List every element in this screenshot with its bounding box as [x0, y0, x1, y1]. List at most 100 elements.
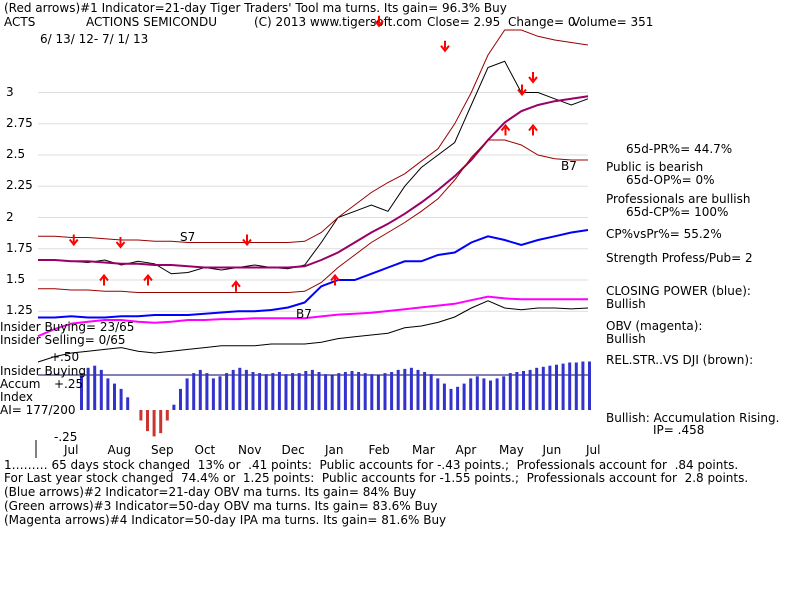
accum-bar	[502, 376, 506, 410]
y-tick-label: 1.75	[6, 240, 33, 255]
accum-bar	[337, 373, 341, 410]
series-50-day-ma	[38, 95, 589, 269]
accum-bar	[469, 378, 473, 410]
accum-bar	[271, 373, 275, 410]
accum-bar	[179, 388, 182, 410]
accum-bar	[106, 378, 110, 410]
accum-bar	[225, 373, 229, 410]
accum-bar	[403, 368, 407, 410]
accum-bar	[291, 373, 295, 410]
x-tick-label: Feb	[368, 443, 390, 457]
accum-bar	[297, 373, 301, 410]
series-upper-band	[38, 29, 589, 243]
accum-bar	[376, 375, 380, 410]
company-name: ACTIONS SEMICONDU	[86, 15, 218, 29]
insider-buying: Insider Buying= 23/65	[0, 320, 135, 334]
accum-bar	[489, 380, 492, 410]
public-title: Public is bearish	[606, 160, 704, 174]
accum-bar	[561, 363, 565, 410]
accum-bar	[363, 373, 367, 410]
accum-bar	[218, 376, 222, 410]
arrow-up-head	[330, 273, 340, 282]
accum-bar	[548, 365, 552, 410]
accum-bar	[258, 373, 262, 410]
accum-bar	[113, 383, 116, 410]
accum-bar	[277, 372, 281, 410]
arrow-down-head	[528, 76, 538, 84]
accum-bar	[535, 367, 539, 410]
series-obv	[37, 295, 588, 338]
accum-bar	[126, 397, 130, 410]
x-tick-label: Nov	[238, 443, 262, 457]
x-tick-label: Jul	[586, 443, 601, 457]
accum-minus25: -.25	[54, 430, 78, 444]
accum-bar	[456, 386, 460, 410]
y-tick-label: 1.5	[6, 272, 26, 286]
op-value: 65d-OP%= 0%	[626, 173, 715, 187]
insider-buying-legend: Insider Buying	[0, 364, 86, 378]
cp-value: 65d-CP%= 100%	[626, 205, 729, 219]
y-tick-label: 2.25	[6, 178, 33, 193]
accum-bar	[528, 369, 532, 410]
accum-bar	[317, 372, 321, 410]
accum-bar	[581, 361, 585, 410]
accum-bar	[383, 373, 387, 410]
x-tick-label: Aug	[107, 443, 131, 457]
accum-bar	[86, 367, 90, 410]
ticker-symbol: ACTS	[4, 15, 36, 29]
accum-status: Bullish: Accumulation Rising.	[606, 411, 780, 425]
annotation-b7-dec: B7	[296, 307, 312, 321]
accum-bar	[284, 374, 288, 410]
accum-bar	[568, 362, 572, 410]
accum-bar	[264, 374, 268, 410]
footer-65-day: 1……… 65 days stock changed 13% or .41 po…	[4, 458, 739, 472]
strength-value: Strength Profess/Pub= 2	[606, 251, 753, 265]
x-tick-label: Apr	[455, 443, 477, 457]
series-lower-band	[38, 139, 588, 293]
indicator-1-description: (Red arrows)#1 Indicator=21-day Tiger Tr…	[4, 1, 507, 15]
accum-bar	[93, 365, 97, 410]
closing-power-title: CLOSING POWER (blue):	[606, 284, 751, 298]
accum-bar	[357, 372, 361, 410]
y-tick-label: 3	[6, 84, 14, 99]
arrow-down-head	[68, 238, 79, 247]
accum-bar	[416, 369, 420, 410]
accum-bar	[244, 369, 248, 410]
accum-bar	[330, 375, 334, 410]
annotation-s7: S7	[180, 230, 196, 244]
accum-bar	[409, 367, 413, 410]
accum-bar	[588, 361, 591, 410]
footer-last-year: For Last year stock changed 74.4% or 1.2…	[4, 471, 749, 485]
accum-bar	[185, 378, 189, 410]
footer-green-arrows: (Green arrows)#3 Indicator=50-day OBV ma…	[4, 499, 438, 513]
accum-bar	[205, 373, 209, 410]
ip-value: IP= .458	[653, 423, 705, 437]
accumulation-index-bars	[38, 361, 591, 437]
obv-title: OBV (magenta):	[606, 319, 703, 333]
accum-bar	[436, 378, 440, 410]
arrow-down-head	[440, 45, 450, 53]
accum-bar	[429, 374, 433, 410]
series-rel-str-vs-dji	[37, 300, 589, 363]
volume-value: Volume= 351	[572, 15, 654, 29]
footer-blue-arrows: (Blue arrows)#2 Indicator=21-day OBV ma …	[4, 485, 417, 499]
x-tick-label: Mar	[412, 443, 435, 457]
x-tick-label: May	[499, 443, 524, 457]
insider-selling: Insider Selling= 0/65	[0, 333, 126, 347]
accum-bar	[350, 371, 354, 410]
accum-bar	[423, 372, 427, 410]
accum-bar	[522, 371, 525, 410]
pr-value: 65d-PR%= 44.7%	[626, 142, 733, 156]
copyright: (C) 2013 www.tigersoft.com	[254, 15, 422, 29]
accum-bar	[574, 362, 578, 410]
accum-bar	[152, 410, 156, 437]
index-label: Index	[0, 390, 34, 404]
cpvspr-value: CP%vsPr%= 55.2%	[606, 227, 722, 241]
close-value: Close= 2.95	[427, 15, 501, 29]
accum-bar	[159, 410, 163, 434]
arrow-down-head	[517, 88, 527, 97]
x-tick-label: Jul	[64, 443, 79, 457]
arrow-up-head	[500, 123, 511, 132]
arrow-up-head	[99, 273, 109, 282]
